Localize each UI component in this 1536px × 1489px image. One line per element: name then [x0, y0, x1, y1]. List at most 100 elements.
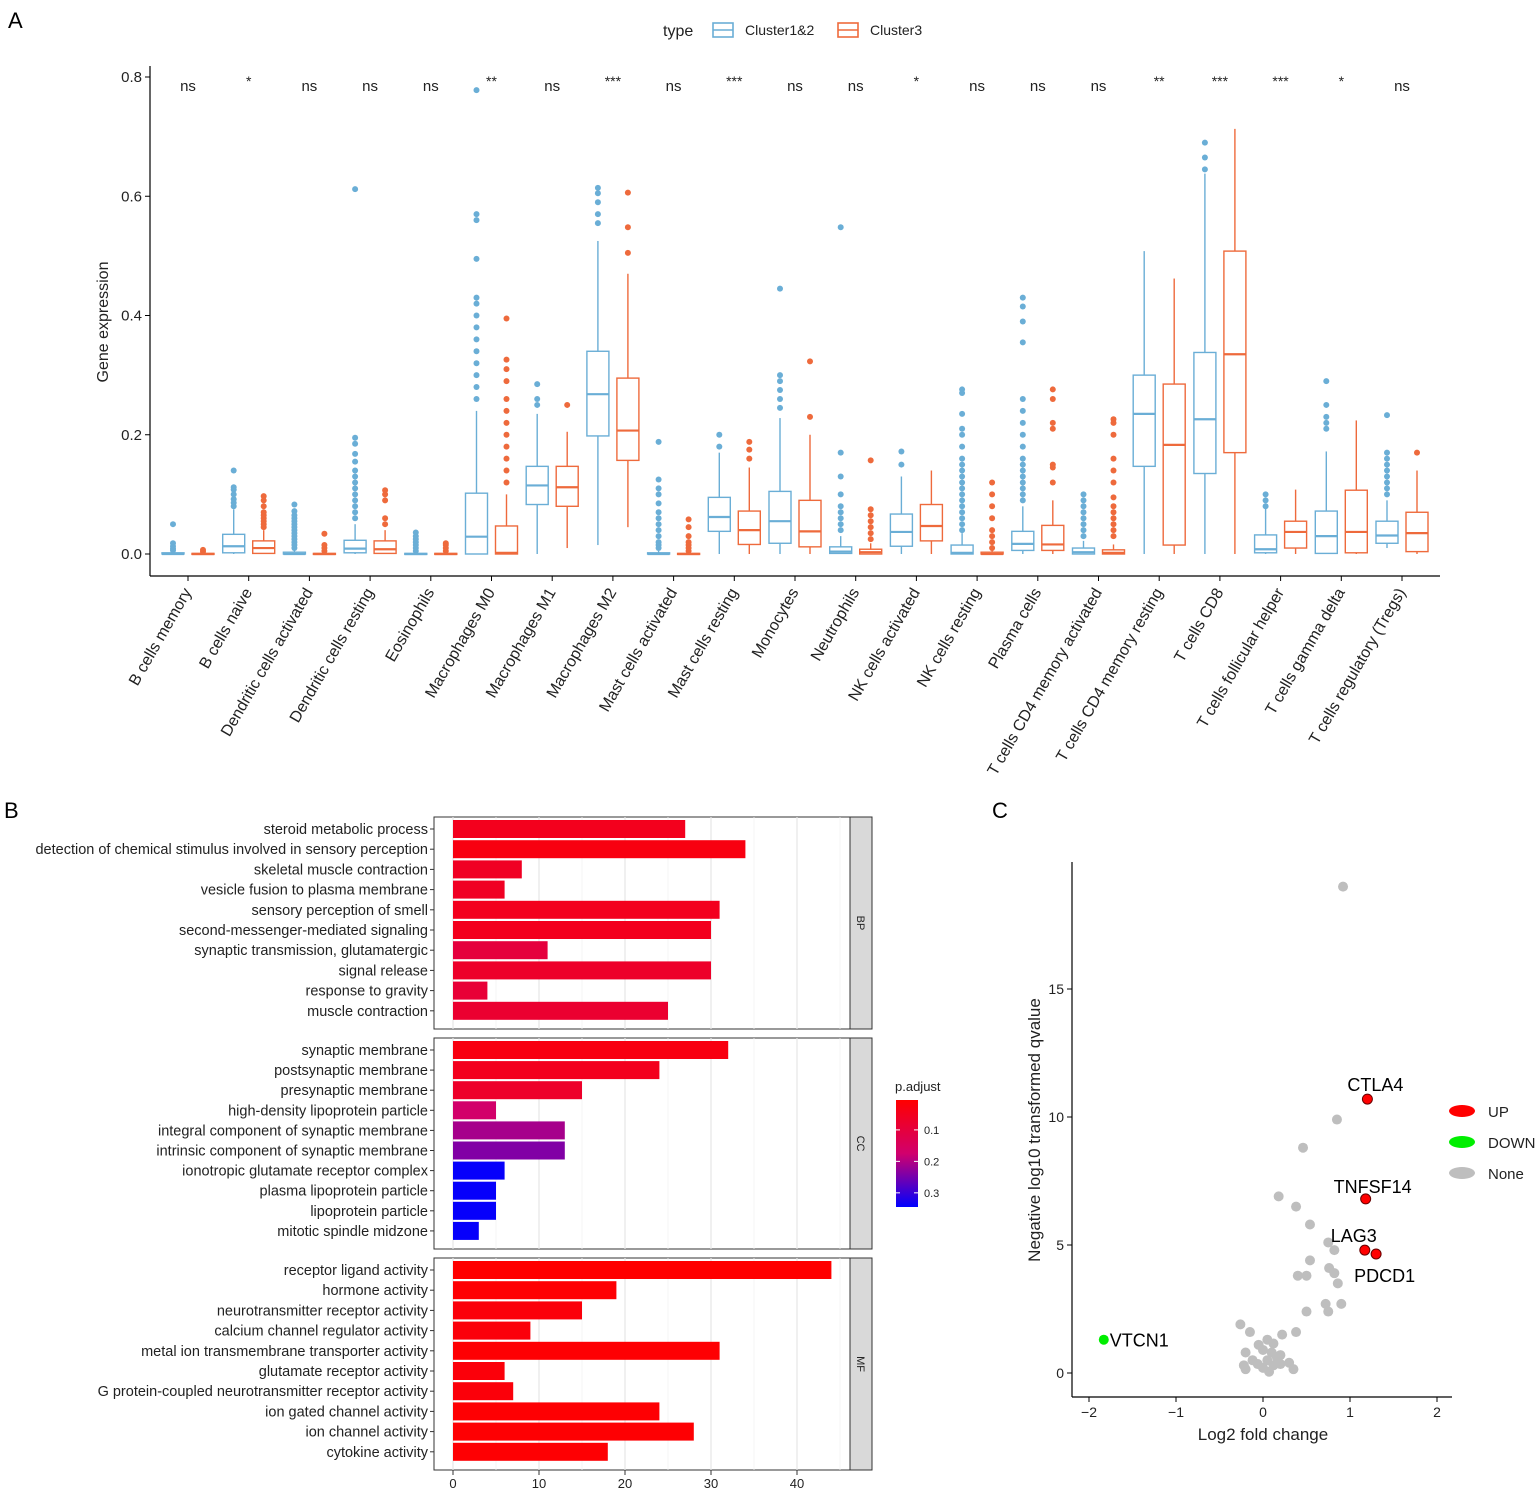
outlier-point — [1080, 503, 1087, 510]
volcano-x-tick-label: 1 — [1346, 1404, 1354, 1420]
bar-receptor-ligand-activity — [453, 1261, 832, 1279]
facet-strip-label-cc: CC — [854, 1136, 866, 1152]
volcano-point-none — [1268, 1338, 1279, 1349]
outlier-point — [867, 457, 874, 464]
outlier-point — [777, 395, 783, 402]
box-iqr — [1011, 530, 1035, 552]
significance-label-t-cells-follicular-helper: *** — [1272, 73, 1289, 89]
x-tick-label-b-cells-naive: B cells naive — [197, 585, 257, 671]
outlier-point — [473, 217, 480, 224]
outlier-point — [503, 419, 510, 426]
outlier-point — [655, 438, 662, 445]
outlier-point — [716, 431, 723, 438]
outlier-point — [1049, 386, 1056, 393]
box-iqr — [1283, 520, 1308, 549]
outlier-point — [685, 516, 692, 523]
legend-label-cluster3: Cluster3 — [870, 22, 922, 38]
term-label-signal-release: signal release — [339, 963, 428, 979]
outlier-point — [1019, 318, 1026, 325]
outlier-point — [685, 524, 692, 531]
outlier-point — [959, 386, 966, 393]
box-iqr — [1041, 524, 1065, 552]
outlier-point — [1019, 467, 1026, 474]
box-dendritic-cells-resting-cluster1-2 — [343, 186, 367, 554]
bar-integral-component-of-synaptic-membrane — [453, 1121, 565, 1140]
outlier-point — [1201, 154, 1208, 161]
bar-intrinsic-component-of-synaptic-membrane — [453, 1141, 565, 1160]
box-t-cells-cd4-memory-activated-cluster1-2 — [1071, 491, 1096, 555]
boxplot-legend: type Cluster1&2 Cluster3 — [663, 22, 922, 40]
volcano-legend-swatch-down — [1449, 1136, 1475, 1148]
x-tick-label-plasma-cells: Plasma cells — [986, 586, 1046, 672]
outlier-point — [230, 467, 237, 474]
outlier-point — [503, 443, 510, 450]
outlier-point — [473, 360, 480, 367]
volcano-point-none — [1288, 1364, 1299, 1375]
outlier-point — [1019, 497, 1026, 504]
box-iqr — [829, 546, 853, 555]
outlier-point — [989, 539, 996, 546]
volcano-point-none — [1304, 1219, 1315, 1230]
outlier-point — [1262, 491, 1269, 498]
outlier-point — [959, 425, 966, 432]
significance-label-nk-cells-activated: * — [914, 73, 920, 89]
significance-label-dendritic-cells-activated: ns — [301, 78, 317, 95]
box-iqr — [494, 525, 519, 555]
box-dendritic-cells-activated-cluster1-2 — [282, 501, 307, 556]
outlier-point — [837, 509, 844, 516]
volcano-point-none — [1336, 1298, 1347, 1309]
outlier-point — [382, 521, 389, 528]
x-tick-label: 40 — [790, 1476, 804, 1489]
outlier-point — [837, 491, 844, 498]
outlier-point — [837, 521, 844, 528]
outlier-point — [1384, 412, 1390, 419]
volcano-point-none — [1298, 1142, 1309, 1153]
outlier-point — [1323, 419, 1330, 426]
outlier-point — [655, 521, 662, 528]
facet-mf: MF receptor ligand activity hormone activi… — [98, 1257, 873, 1471]
bar-g-protein-coupled-neurotransmitter-receptor-activity — [453, 1382, 514, 1401]
significance-label-macrophages-m2: *** — [605, 73, 622, 89]
volcano-point-none — [1320, 1298, 1331, 1309]
outlier-point — [260, 493, 267, 500]
outlier-point — [1323, 378, 1330, 385]
outlier-point — [655, 515, 662, 522]
outlier-point — [1080, 527, 1087, 534]
outlier-point — [352, 497, 359, 504]
outlier-point — [1019, 294, 1026, 301]
box-mast-cells-activated-cluster3 — [676, 516, 701, 556]
facet-strip — [849, 1037, 873, 1250]
outlier-point — [959, 467, 966, 474]
colorbar-title: p.adjust — [895, 1079, 941, 1094]
box-monocytes-cluster1-2 — [768, 285, 792, 554]
outlier-point — [655, 485, 662, 492]
box-iqr — [919, 503, 944, 542]
outlier-point — [200, 546, 206, 553]
box-iqr — [1223, 250, 1247, 454]
outlier-point — [352, 467, 359, 474]
box-nk-cells-activated-cluster1-2 — [889, 448, 914, 554]
box-eosinophils-cluster1-2 — [404, 529, 428, 556]
legend-label-cluster12: Cluster1&2 — [745, 22, 814, 38]
term-label-detection-of-chemical-stimulus-involved-in-sensory-perception: detection of chemical stimulus involved … — [35, 842, 428, 858]
significance-label-mast-cells-resting: *** — [726, 73, 743, 89]
outlier-point — [473, 294, 480, 301]
term-label-cytokine-activity: cytokine activity — [326, 1445, 428, 1461]
term-label-high-density-lipoprotein-particle: high-density lipoprotein particle — [228, 1103, 428, 1119]
significance-label-b-cells-naive: * — [246, 73, 252, 89]
box-t-cells-cd8-cluster3 — [1223, 128, 1247, 554]
volcano-point-none — [1291, 1201, 1302, 1212]
outlier-point — [1323, 425, 1330, 432]
facet-strip — [849, 816, 873, 1030]
box-iqr — [373, 540, 397, 555]
outlier-point — [837, 503, 844, 510]
outlier-point — [564, 401, 571, 408]
volcano-point-none — [1301, 1270, 1312, 1281]
colorbar-tick-label: 0.1 — [924, 1125, 939, 1137]
volcano-point-pdcd1 — [1370, 1248, 1382, 1260]
box-macrophages-m1-cluster3 — [555, 401, 579, 549]
term-label-metal-ion-transmembrane-transporter-activity: metal ion transmembrane transporter acti… — [141, 1344, 429, 1360]
term-label-second-messenger-mediated-signaling: second-messenger-mediated signaling — [179, 923, 428, 939]
box-macrophages-m2-cluster3 — [616, 189, 640, 528]
outlier-point — [321, 530, 328, 537]
